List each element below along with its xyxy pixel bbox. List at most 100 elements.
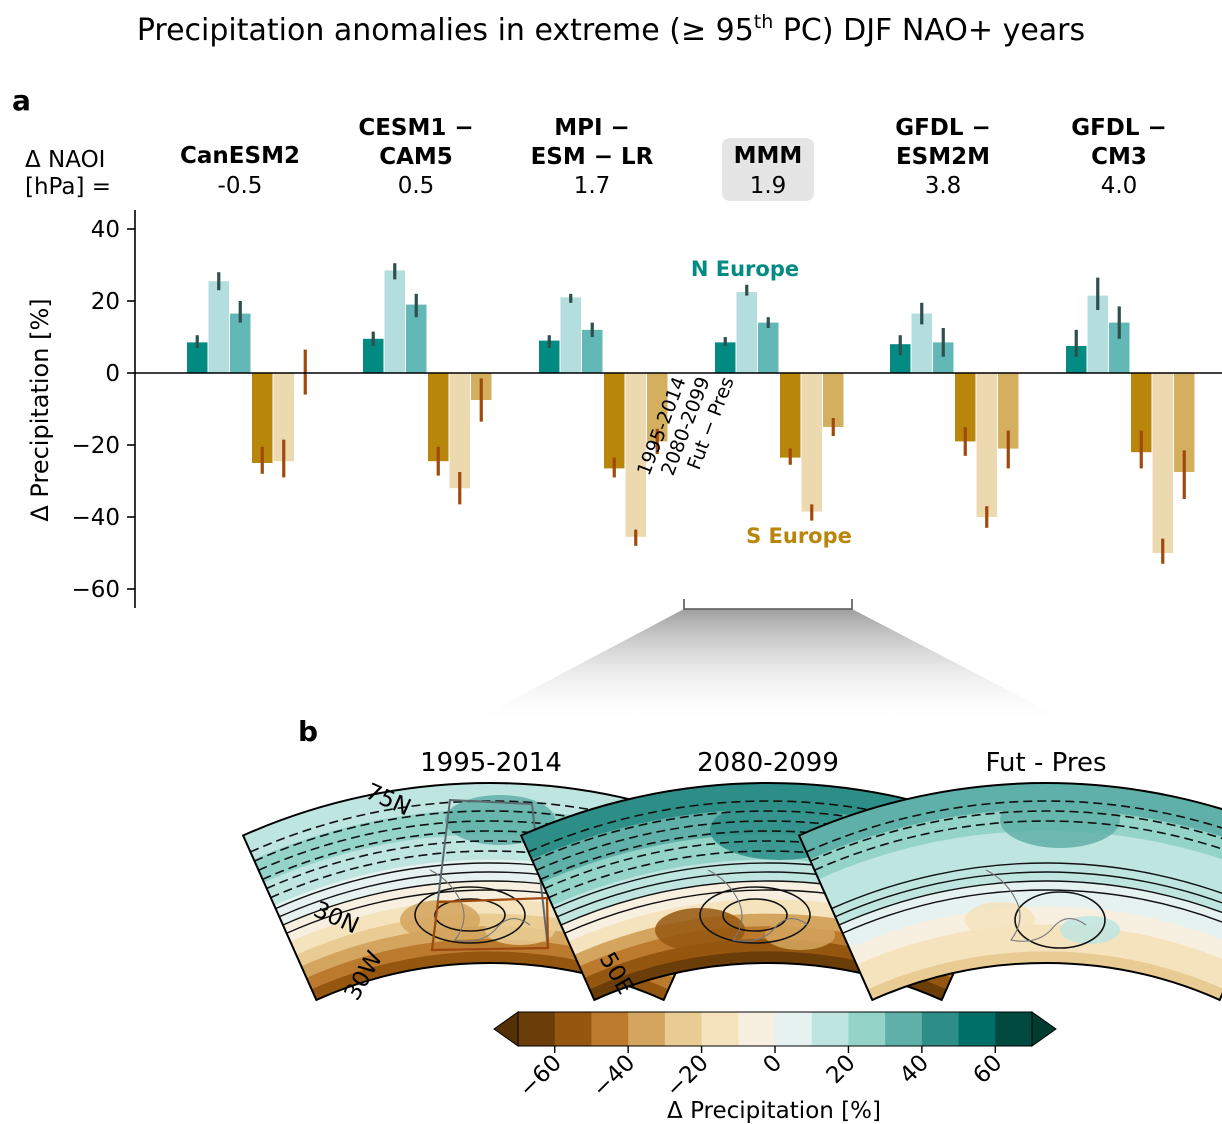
bar: [911, 313, 932, 373]
colorbar-tick-label: −60: [514, 1050, 567, 1103]
bar: [1109, 322, 1130, 373]
colorbar-extend-low: [493, 1011, 519, 1047]
y-tick-label: 20: [91, 289, 120, 315]
naoi-value: 0.5: [398, 173, 435, 199]
bar: [647, 373, 668, 442]
colorbar: −60 −40 −20 0 20 40 60: [493, 1011, 1057, 1103]
error-bars: [195, 263, 1186, 564]
maps: 1995-2014 2080-2099 Fut - Pres: [241, 748, 1222, 1002]
colorbar-extend-high: [1031, 1011, 1057, 1047]
y-tick-label: 0: [105, 361, 120, 387]
s-europe-box: [430, 896, 550, 952]
field-band: [811, 854, 1222, 933]
panel-a-label: a: [12, 84, 31, 117]
panel-b-label: b: [298, 715, 318, 748]
coastline: [985, 869, 1087, 942]
colorbar-bin: [628, 1012, 666, 1046]
y-tick-label: −40: [71, 505, 120, 531]
naoi-header-line1: Δ NAOI: [25, 147, 105, 173]
contour-dashed: [548, 850, 988, 899]
y-axis-label: Δ Precipitation [%]: [26, 298, 54, 521]
bar: [252, 373, 273, 463]
colorbar-bin: [591, 1012, 629, 1046]
y-tick-label: −60: [71, 577, 120, 603]
colorbar-tick-label: 20: [822, 1050, 861, 1089]
naoi-header-line2: [hPa] =: [25, 174, 111, 200]
y-tick-label: −20: [71, 433, 120, 459]
contour-closed: [434, 898, 506, 932]
colorbar-bin: [885, 1012, 923, 1046]
bar: [1152, 373, 1173, 553]
model-name: CESM1 −: [358, 115, 473, 141]
bar: [604, 373, 625, 469]
bar: [890, 344, 911, 373]
naoi-value: 3.8: [925, 173, 962, 199]
model-name: CanESM2: [180, 143, 300, 169]
naoi-value: 1.7: [574, 173, 611, 199]
model-name: GFDL −: [1071, 115, 1167, 141]
field-blob: [1060, 916, 1120, 944]
colorbar-tick-label: −40: [588, 1050, 641, 1103]
contour-closed: [414, 886, 526, 944]
colorbar-tick-label: 40: [895, 1050, 934, 1089]
colorbar-bin: [738, 1012, 776, 1046]
bar: [1174, 373, 1195, 472]
contour-closed: [699, 886, 811, 944]
colorbar-bin: [958, 1012, 996, 1046]
zoom-bracket: [683, 599, 853, 610]
naoi-value: 4.0: [1101, 173, 1138, 199]
bar: [363, 338, 384, 373]
colorbar-tick-label: −20: [661, 1050, 714, 1103]
contour-dashed: [532, 810, 1004, 862]
bar: [273, 373, 294, 462]
field-band: [841, 923, 1222, 985]
series-label-s-europe: S Europe: [746, 524, 852, 548]
bar: [560, 297, 581, 373]
model-name: MMM: [734, 143, 803, 169]
bar: [406, 304, 427, 373]
bar: [998, 373, 1019, 449]
zoom-wedge: [465, 609, 1075, 725]
bar: [187, 342, 208, 373]
map-title: Fut - Pres: [986, 748, 1107, 778]
bar: [780, 373, 801, 458]
naoi-value: -0.5: [218, 173, 263, 199]
bar: [230, 313, 251, 373]
colorbar-bin: [995, 1012, 1033, 1046]
bar: [955, 373, 976, 442]
model-name: CM3: [1091, 144, 1147, 170]
bar: [625, 373, 646, 537]
bar: [1087, 295, 1108, 373]
colorbar-bin: [848, 1012, 886, 1046]
contour-dashed: [270, 850, 710, 899]
colorbar-tick-label: 0: [759, 1050, 788, 1079]
colorbar-bin: [811, 1012, 849, 1046]
contour-dashed: [810, 810, 1222, 862]
bar: [758, 322, 779, 373]
contour-dashed: [254, 810, 726, 862]
naoi-value: 1.9: [750, 173, 787, 199]
contour-solid: [835, 871, 1222, 918]
bar-chart: 40 20 0 −20 −40 −60 Δ Precipitation [%] N Eur…: [26, 210, 1222, 608]
zoom-connector: [465, 599, 1075, 725]
contour-closed: [722, 898, 788, 932]
colorbar-bin: [775, 1012, 813, 1046]
colorbar-bin: [921, 1012, 960, 1046]
colorbar-bin: [701, 1012, 739, 1046]
bar: [1066, 346, 1087, 373]
field-band: [853, 950, 1222, 1000]
bar: [384, 270, 405, 373]
bar: [1131, 373, 1152, 453]
field-blob: [965, 902, 1035, 938]
model-name: ESM − LR: [531, 144, 654, 170]
series-label-n-europe: N Europe: [691, 257, 799, 281]
map-panel: Fut - Pres: [797, 748, 1222, 1002]
bar: [449, 373, 470, 489]
map-outline: [797, 782, 1222, 1002]
contour-solid: [831, 862, 1222, 910]
contour-dashed: [814, 820, 1222, 871]
model-name: CAM5: [379, 144, 453, 170]
field-band: [847, 937, 1222, 996]
contour-closed: [1014, 891, 1106, 949]
